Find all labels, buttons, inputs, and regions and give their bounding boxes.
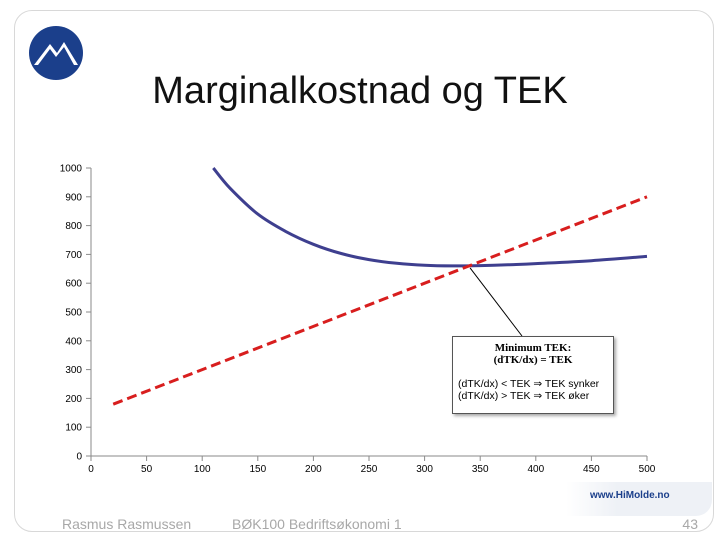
x-tick-label: 350 — [472, 464, 489, 475]
x-tick-label: 0 — [88, 464, 94, 475]
x-tick-label: 300 — [416, 464, 433, 475]
annotation-condition: (dTK/dx) = TEK — [493, 354, 573, 366]
y-tick-label: 600 — [65, 279, 82, 290]
x-tick-label: 250 — [361, 464, 378, 475]
marginal-cost-line — [112, 195, 648, 406]
y-tick-label: 400 — [65, 336, 82, 347]
annotation-title: Minimum TEK: — [494, 342, 572, 354]
y-tick-label: 100 — [65, 423, 82, 434]
x-tick-label: 450 — [583, 464, 600, 475]
slide-title: Marginalkostnad og TEK — [152, 70, 568, 112]
footer-author: Rasmus Rasmussen — [62, 516, 192, 532]
y-tick-label: 1000 — [60, 164, 83, 175]
annotation-box: Minimum TEK: (dTK/dx) = TEK (dTK/dx) < T… — [452, 336, 614, 414]
slide-frame — [14, 10, 714, 532]
y-tick-label: 500 — [65, 308, 82, 319]
x-tick-label: 100 — [194, 464, 211, 475]
x-tick-label: 200 — [305, 464, 322, 475]
x-tick-label: 500 — [639, 464, 656, 475]
tek-curve — [212, 167, 648, 268]
website-link[interactable]: www.HiMolde.no — [590, 490, 670, 501]
annotation-increasing: (dTK/dx) > TEK ⇒ TEK øker — [458, 390, 590, 402]
y-tick-label: 0 — [76, 452, 82, 463]
footer-course: BØK100 Bedriftsøkonomi 1 — [232, 516, 402, 532]
y-tick-label: 300 — [65, 365, 82, 376]
y-tick-label: 900 — [65, 192, 82, 203]
y-tick-label: 800 — [65, 221, 82, 232]
y-tick-label: 700 — [65, 250, 82, 261]
x-tick-label: 400 — [527, 464, 544, 475]
x-tick-label: 150 — [249, 464, 266, 475]
x-tick-label: 50 — [141, 464, 153, 475]
slide-number: 43 — [682, 516, 698, 532]
himolde-mountain-logo-icon — [29, 26, 83, 80]
website-band — [566, 482, 712, 516]
annotation-decreasing: (dTK/dx) < TEK ⇒ TEK synker — [458, 378, 600, 390]
annotation-pointer-line — [469, 267, 523, 337]
y-tick-label: 200 — [65, 394, 82, 405]
